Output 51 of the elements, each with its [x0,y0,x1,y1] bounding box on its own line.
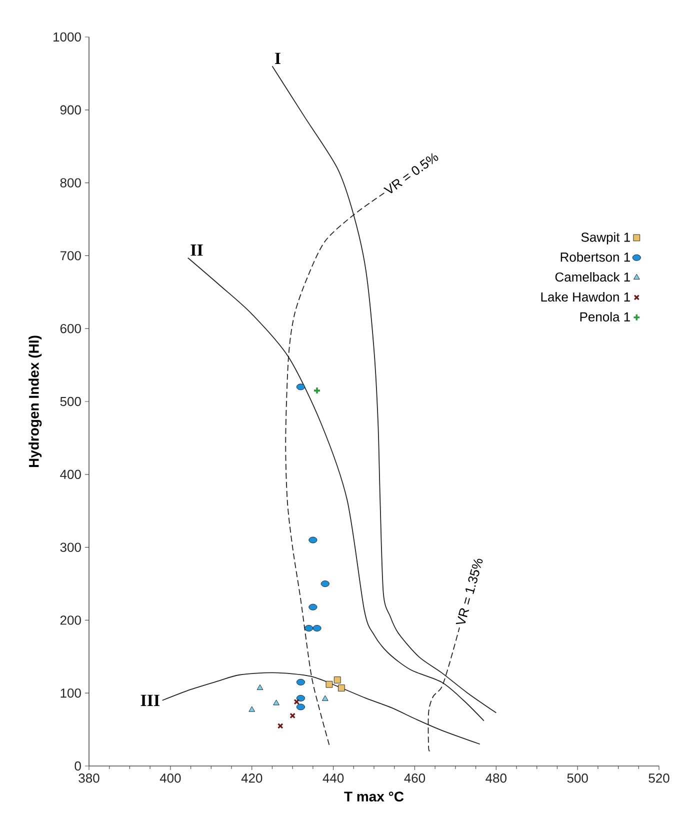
x-axis-title: T max °C [344,792,404,802]
point [296,704,305,710]
y-tick-label: 300 [60,542,81,552]
point [304,625,314,632]
point [308,536,318,544]
point [248,706,256,712]
series-label: III [140,694,160,706]
point [296,384,305,390]
y-tick-label: 500 [60,396,81,406]
legend-label: Camelback 1 [555,272,630,282]
point [256,684,264,690]
y-tick-label: 200 [60,616,81,625]
point [277,722,284,729]
point [296,695,305,702]
legend-label: Lake Hawdon 1 [541,292,630,302]
y-tick-label: 400 [60,470,81,479]
x-tick-label: 480 [486,774,506,783]
x-tick-label: 500 [567,774,588,783]
point [320,580,330,587]
x-tick-label: 520 [648,774,670,783]
point [273,700,280,706]
text: VR = 0.5% [383,153,438,194]
series-label: II [190,244,203,256]
point [308,604,318,610]
x-tick-label: 460 [404,774,426,783]
y-tick-label: 100 [60,688,81,698]
point [312,625,322,632]
x-tick-label: 400 [160,774,181,783]
y-tick-label: 0 [74,761,81,771]
point [326,680,333,688]
y-tick-label: 700 [60,251,81,260]
legend-label: Robertson 1 [560,252,630,262]
y-tick-label: 600 [60,324,81,334]
text: VR = 1.35% [456,558,483,624]
y-tick-label: 900 [60,105,81,114]
x-tick-label: 420 [241,774,262,783]
x-tick-label: 380 [78,774,100,783]
legend-label: Penola 1 [580,312,630,322]
point [313,386,321,394]
point [296,678,305,686]
point [338,684,345,692]
point [294,698,300,705]
point [334,676,341,684]
x-tick-label: 440 [322,774,344,783]
y-tick-label: 1000 [54,32,81,42]
legend-label: Sawpit 1 [581,232,630,244]
point [322,695,328,701]
point [290,712,296,719]
y-tick-label: 800 [60,178,81,188]
y-axis-title: Hydrogen Index (HI) [28,336,42,468]
series-label: I [274,52,280,64]
